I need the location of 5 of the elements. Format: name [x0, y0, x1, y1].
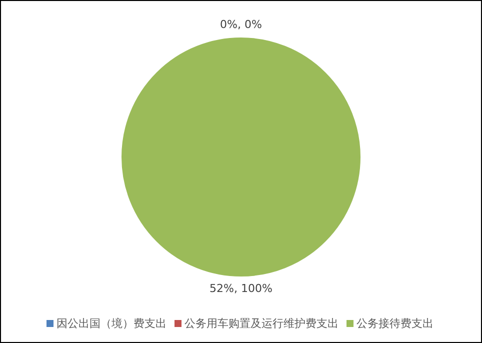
- text: 0%, 0%: [220, 18, 262, 32]
- data-label: 52%, 100%: [210, 282, 272, 296]
- legend-label: 公务用车购置及运行维护费支出: [184, 317, 338, 330]
- legend-label: 公务接待费支出: [356, 317, 434, 330]
- legend-label: 因公出国（境）费支出: [56, 317, 166, 330]
